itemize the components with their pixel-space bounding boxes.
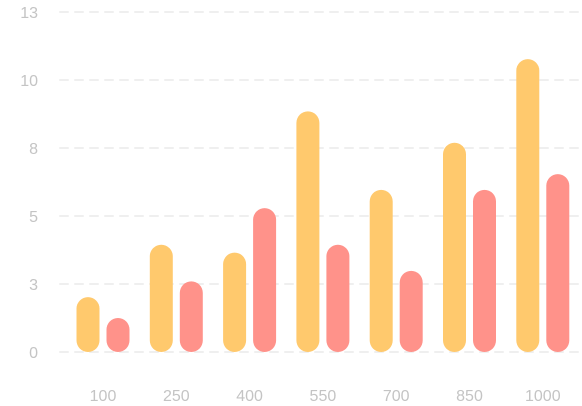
y-axis-ticks: 0 3 5 8 10 13 bbox=[20, 5, 38, 362]
bar-series-1 bbox=[296, 111, 319, 352]
x-tick-label: 100 bbox=[90, 388, 117, 405]
bar-series-2 bbox=[107, 318, 130, 352]
y-tick-label: 10 bbox=[20, 73, 38, 90]
y-tick-label: 13 bbox=[20, 5, 38, 22]
y-tick-label: 8 bbox=[29, 141, 38, 158]
bar-series-1 bbox=[150, 245, 173, 352]
x-axis-ticks: 100 250 400 550 700 850 1000 bbox=[90, 388, 561, 405]
bar-series-2 bbox=[546, 174, 569, 352]
y-tick-label: 3 bbox=[29, 277, 38, 294]
bar-series-1 bbox=[223, 253, 246, 352]
y-tick-label: 5 bbox=[29, 209, 38, 226]
bar-series-2 bbox=[180, 281, 203, 352]
bar-series-2 bbox=[473, 190, 496, 352]
x-tick-label: 1000 bbox=[525, 388, 561, 405]
y-tick-label: 0 bbox=[29, 345, 38, 362]
bar-series-1 bbox=[370, 190, 393, 352]
bar-series-2 bbox=[326, 245, 349, 352]
bar-series-1 bbox=[516, 59, 539, 352]
bars bbox=[77, 59, 570, 352]
x-tick-label: 550 bbox=[310, 388, 337, 405]
bar-series-1 bbox=[77, 297, 100, 352]
x-tick-label: 400 bbox=[236, 388, 263, 405]
x-tick-label: 700 bbox=[383, 388, 410, 405]
bar-series-2 bbox=[400, 271, 423, 352]
bar-series-1 bbox=[443, 143, 466, 352]
x-tick-label: 850 bbox=[456, 388, 483, 405]
x-tick-label: 250 bbox=[163, 388, 190, 405]
bar-series-2 bbox=[253, 208, 276, 352]
